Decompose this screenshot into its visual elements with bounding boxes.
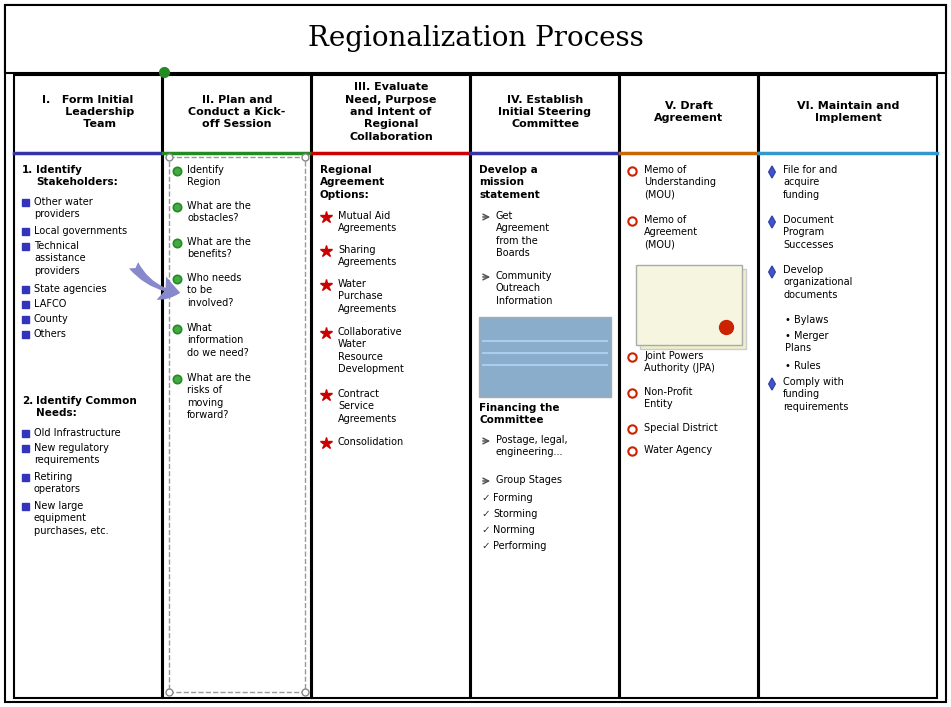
- Text: II. Plan and
Conduct a Kick-
off Session: II. Plan and Conduct a Kick- off Session: [188, 95, 285, 129]
- Bar: [5, 5, 946, 73]
- Text: 2.: 2.: [22, 396, 33, 406]
- Bar: [22, 199, 29, 206]
- Text: What are the
risks of
moving
forward?: What are the risks of moving forward?: [187, 373, 251, 420]
- Bar: [22, 228, 29, 235]
- Bar: [479, 317, 611, 397]
- Text: Water Agency: Water Agency: [644, 445, 712, 455]
- Text: Identify
Stakeholders:: Identify Stakeholders:: [36, 165, 118, 187]
- Bar: [22, 503, 29, 510]
- Text: Other water
providers: Other water providers: [34, 197, 93, 219]
- Bar: [22, 243, 29, 250]
- Text: Collaborative
Water
Resource
Development: Collaborative Water Resource Development: [338, 327, 404, 374]
- Text: Community
Outreach
Information: Community Outreach Information: [496, 271, 553, 306]
- Text: Sharing
Agreements: Sharing Agreements: [338, 245, 398, 267]
- Polygon shape: [768, 266, 775, 278]
- Text: Group Stages: Group Stages: [496, 475, 562, 485]
- Text: Postage, legal,
engineering...: Postage, legal, engineering...: [496, 435, 568, 457]
- Text: Memo of
Understanding
(MOU): Memo of Understanding (MOU): [644, 165, 716, 200]
- Text: What are the
obstacles?: What are the obstacles?: [187, 201, 251, 223]
- Bar: [471, 75, 619, 698]
- Text: File for and
acquire
funding: File for and acquire funding: [783, 165, 837, 200]
- Bar: [22, 430, 29, 437]
- Text: Identify
Region: Identify Region: [187, 165, 223, 187]
- Text: • Rules: • Rules: [785, 361, 821, 371]
- Polygon shape: [768, 378, 775, 390]
- Text: Non-Profit
Entity: Non-Profit Entity: [644, 387, 692, 409]
- Text: ✓: ✓: [481, 509, 490, 519]
- Text: • Merger
Plans: • Merger Plans: [785, 331, 828, 354]
- Text: Develop
organizational
documents: Develop organizational documents: [783, 265, 852, 300]
- Bar: [22, 331, 29, 338]
- Text: VI. Maintain and
Implement: VI. Maintain and Implement: [797, 101, 900, 123]
- Text: Comply with
funding
requirements: Comply with funding requirements: [783, 377, 848, 411]
- Bar: [22, 474, 29, 481]
- Text: I.   Form Initial
      Leadership
      Team: I. Form Initial Leadership Team: [42, 95, 134, 129]
- Bar: [759, 75, 937, 698]
- Text: Memo of
Agreement
(MOU): Memo of Agreement (MOU): [644, 215, 698, 250]
- Text: Who needs
to be
involved?: Who needs to be involved?: [187, 273, 242, 308]
- Text: Others: Others: [34, 329, 67, 339]
- Bar: [169, 157, 305, 692]
- Text: County: County: [34, 314, 68, 324]
- Text: 1.: 1.: [22, 165, 33, 175]
- Bar: [22, 301, 29, 308]
- Text: Joint Powers
Authority (JPA): Joint Powers Authority (JPA): [644, 351, 715, 373]
- Text: Water
Purchase
Agreements: Water Purchase Agreements: [338, 279, 398, 314]
- Bar: [620, 75, 758, 698]
- Text: Retiring
operators: Retiring operators: [34, 472, 81, 494]
- Text: • Bylaws: • Bylaws: [785, 315, 828, 325]
- Bar: [640, 269, 746, 349]
- Bar: [163, 75, 311, 698]
- Text: LAFCO: LAFCO: [34, 299, 67, 309]
- Text: What
information
do we need?: What information do we need?: [187, 323, 249, 358]
- Text: Forming: Forming: [493, 493, 533, 503]
- Text: Regional
Agreement
Options:: Regional Agreement Options:: [320, 165, 385, 200]
- Polygon shape: [768, 166, 775, 178]
- Bar: [22, 286, 29, 293]
- Text: Local governments: Local governments: [34, 226, 127, 236]
- Text: Old Infrastructure: Old Infrastructure: [34, 428, 121, 438]
- Polygon shape: [768, 216, 775, 228]
- Text: Consolidation: Consolidation: [338, 437, 404, 447]
- Text: III. Evaluate
Need, Purpose
and Intent of
Regional
Collaboration: III. Evaluate Need, Purpose and Intent o…: [345, 82, 437, 142]
- Text: Get
Agreement
from the
Boards: Get Agreement from the Boards: [496, 211, 550, 258]
- Bar: [22, 445, 29, 452]
- Text: Special District: Special District: [644, 423, 718, 433]
- Text: IV. Establish
Initial Steering
Committee: IV. Establish Initial Steering Committee: [498, 95, 592, 129]
- Text: What are the
benefits?: What are the benefits?: [187, 237, 251, 259]
- Text: Document
Program
Successes: Document Program Successes: [783, 215, 834, 250]
- Text: ✓: ✓: [481, 493, 490, 503]
- Text: Financing the
Committee: Financing the Committee: [479, 403, 559, 426]
- Text: Regionalization Process: Regionalization Process: [307, 25, 644, 52]
- Text: ✓: ✓: [481, 541, 490, 551]
- Text: New large
equipment
purchases, etc.: New large equipment purchases, etc.: [34, 501, 108, 536]
- Text: Develop a
mission
statement: Develop a mission statement: [479, 165, 540, 200]
- Text: Mutual Aid
Agreements: Mutual Aid Agreements: [338, 211, 398, 233]
- Text: Storming: Storming: [493, 509, 537, 519]
- Bar: [312, 75, 470, 698]
- Text: Identify Common
Needs:: Identify Common Needs:: [36, 396, 137, 419]
- Text: V. Draft
Agreement: V. Draft Agreement: [654, 101, 724, 123]
- FancyArrowPatch shape: [129, 262, 181, 300]
- Text: New regulatory
requirements: New regulatory requirements: [34, 443, 108, 465]
- Text: Contract
Service
Agreements: Contract Service Agreements: [338, 389, 398, 423]
- Bar: [22, 316, 29, 323]
- Text: Performing: Performing: [493, 541, 547, 551]
- Text: ✓: ✓: [481, 525, 490, 535]
- Text: Technical
assistance
providers: Technical assistance providers: [34, 241, 86, 276]
- Text: State agencies: State agencies: [34, 284, 107, 294]
- Text: Norming: Norming: [493, 525, 534, 535]
- Bar: [636, 265, 742, 345]
- Bar: [14, 75, 162, 698]
